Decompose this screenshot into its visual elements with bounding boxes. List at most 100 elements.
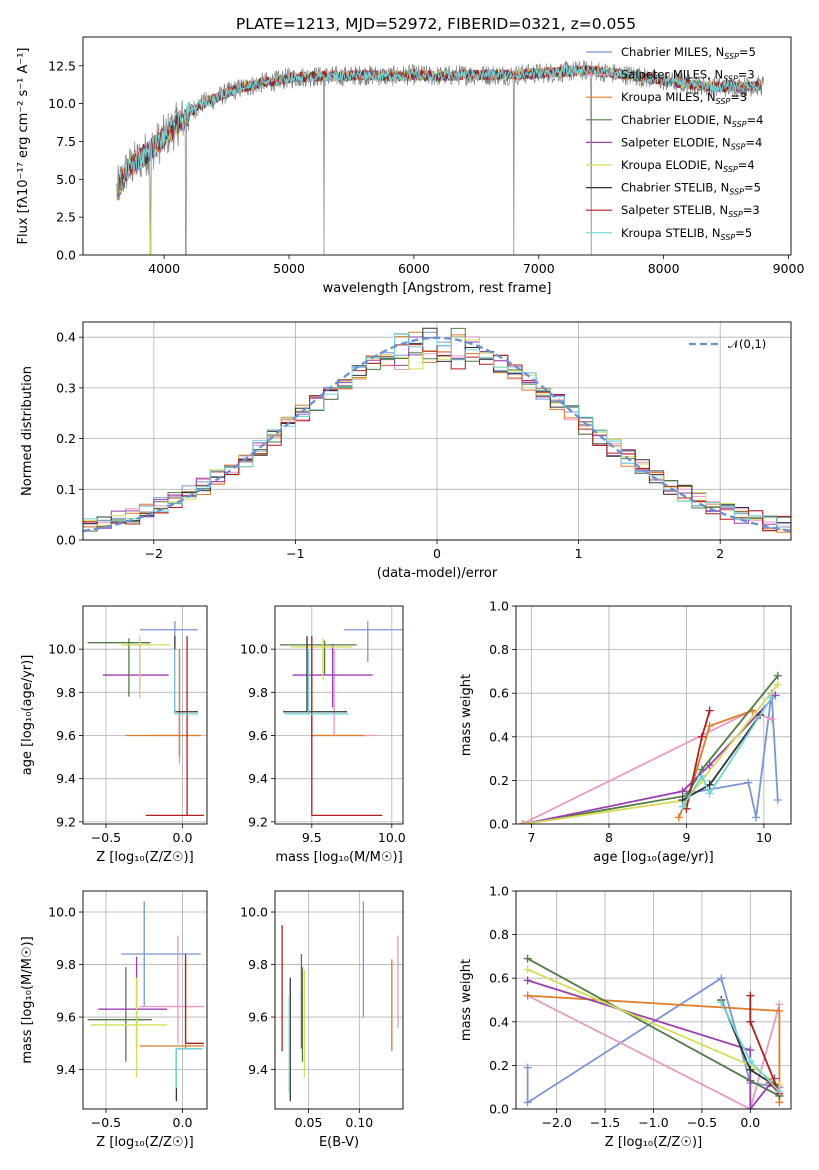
massweight-vs-age-panel: 7 8 9 10 0.0 0.2 0.4 0.6 0.8 1.0 age [log₁₀(age/yr… xyxy=(459,599,792,865)
error-bar-point xyxy=(174,636,198,713)
y-tick-label: 0.2 xyxy=(489,1058,509,1073)
x-tick-label: −1.5 xyxy=(590,1115,620,1130)
y-tick-label: 10.0 xyxy=(240,905,268,920)
x-tick-label: 0.0 xyxy=(173,1115,193,1130)
age-vs-Z-panel: −0.5 0.0 9.2 9.4 9.6 9.8 10.0 Z [log₁₀(Z/Z☉)] ag… xyxy=(20,605,208,865)
error-bar-point xyxy=(98,956,168,1049)
y-axis-label: mass weight xyxy=(459,674,474,756)
error-bar-point xyxy=(284,649,349,715)
y-tick-label: 0.6 xyxy=(489,971,509,986)
legend-entry: Salpeter ELODIE, NSSP=4 xyxy=(621,135,762,151)
y-tick-label: 9.4 xyxy=(56,771,76,786)
x-axis-label: E(B-V) xyxy=(319,1135,359,1150)
mass-weight-marker xyxy=(523,965,532,974)
legend-entry: Chabrier ELODIE, NSSP=4 xyxy=(621,113,763,129)
error-bar-point xyxy=(175,1047,203,1088)
age-vs-mass-panel: 9.5 10.0 9.2 9.4 9.6 9.8 10.0 mass [log₁₀(M/M☉)… xyxy=(240,605,406,865)
mass-weight-marker xyxy=(717,974,726,983)
error-bar-point xyxy=(102,644,169,697)
y-tick-label: 0.1 xyxy=(56,482,76,497)
x-tick-label: 4000 xyxy=(148,261,180,276)
legend-model-name: Chabrier STELIB, N xyxy=(621,181,729,195)
legend-nssp: =3 xyxy=(730,90,747,104)
mass-weight-marker xyxy=(746,1046,755,1055)
error-bar-point xyxy=(125,649,201,758)
x-tick-label: −0.5 xyxy=(687,1115,717,1130)
error-bar-point xyxy=(139,621,198,639)
y-tick-label: 9.4 xyxy=(56,1062,76,1077)
legend-subscript: SSP xyxy=(716,97,731,106)
y-tick-label: 0.8 xyxy=(489,642,509,657)
mass-weight-marker xyxy=(746,1017,755,1026)
y-tick-label: 9.8 xyxy=(248,957,268,972)
legend-nssp: =3 xyxy=(743,203,760,217)
error-bar-point xyxy=(175,1047,203,1102)
y-tick-label: 0.4 xyxy=(56,330,76,345)
grid-lines xyxy=(275,606,403,824)
legend-subscript: SSP xyxy=(728,210,743,219)
x-axis-label: mass [log₁₀(M/M☉)] xyxy=(275,850,402,865)
error-bar-point xyxy=(184,954,204,1044)
mass-weight-marker xyxy=(746,1105,755,1109)
y-tick-label: 9.6 xyxy=(248,728,268,743)
x-tick-label: 7000 xyxy=(523,261,555,276)
y-tick-label: 0.0 xyxy=(489,817,509,832)
mass-weight-marker xyxy=(746,991,755,1000)
x-tick-label: 0.05 xyxy=(295,1115,323,1130)
y-tick-label: 0.6 xyxy=(489,686,509,701)
error-bar-point xyxy=(343,621,403,663)
mass-weight-marker xyxy=(705,789,714,798)
x-axis-label: (data-model)/error xyxy=(377,566,498,581)
grid-lines xyxy=(83,891,207,1109)
x-tick-label: 10.0 xyxy=(378,830,406,845)
x-tick-label: 8 xyxy=(605,830,613,845)
x-tick-label: 5000 xyxy=(273,261,305,276)
x-tick-label: −1 xyxy=(286,546,304,561)
y-tick-label: 9.8 xyxy=(56,685,76,700)
mass-weight-marker xyxy=(705,721,714,730)
y-tick-label: 1.0 xyxy=(489,599,509,614)
axes-frame xyxy=(82,605,208,825)
plot-area xyxy=(518,671,782,824)
mass-weight-marker xyxy=(523,1063,532,1072)
x-tick-label: 0 xyxy=(433,546,441,561)
legend-subscript: SSP xyxy=(723,165,738,174)
legend-model-name: Kroupa STELIB, N xyxy=(621,226,721,240)
x-axis-label: wavelength [Angstrom, rest frame] xyxy=(323,281,552,296)
legend-nssp: =5 xyxy=(744,181,761,195)
y-axis-label: mass weight xyxy=(459,959,474,1041)
error-bar-point xyxy=(121,901,201,1007)
mass-weight-marker xyxy=(678,787,687,796)
legend-model-name: Kroupa ELODIE, N xyxy=(621,158,723,172)
legend-nssp: =4 xyxy=(747,113,764,127)
plot-area xyxy=(281,901,399,1102)
legend-entry: Salpeter MILES, NSSP=3 xyxy=(621,68,755,84)
y-tick-label: 9.2 xyxy=(56,814,76,829)
error-bar-point xyxy=(291,638,352,680)
mass-weight-line xyxy=(523,675,779,824)
axes-frame xyxy=(274,890,404,1110)
mass-vs-EBV-panel: 0.05 0.10 9.4 9.6 9.8 10.0 E(B-V) xyxy=(240,890,404,1150)
mass-weight-marker xyxy=(697,732,706,741)
x-tick-label: −1.0 xyxy=(638,1115,668,1130)
x-axis-label: Z [log₁₀(Z/Z☉)] xyxy=(96,1135,193,1150)
mass-weight-line xyxy=(527,994,781,1109)
massweight-vs-Z-panel: −2.0 −1.5 −1.0 −0.5 0.0 0.0 0.2 0.4 0.6 0.8 1.0 Z [… xyxy=(459,884,792,1150)
legend-nssp: =3 xyxy=(738,68,755,82)
x-axis-label: Z [log₁₀(Z/Z☉)] xyxy=(96,850,193,865)
mass-weight-line xyxy=(681,697,773,808)
y-tick-label: 9.8 xyxy=(56,957,76,972)
spectrum-panel: 4000 5000 6000 7000 8000 9000 0.0 2.5 5.0 7.5 10.0… xyxy=(16,36,804,296)
mass-weight-marker xyxy=(523,991,532,1000)
legend-subscript: SSP xyxy=(731,142,746,151)
axes-frame xyxy=(515,890,792,1110)
mass-weight-marker xyxy=(523,954,532,963)
x-tick-label: 8000 xyxy=(648,261,680,276)
mass-weight-marker xyxy=(523,1098,532,1107)
legend-entry: Kroupa STELIB, NSSP=5 xyxy=(621,226,752,242)
legend-subscript: SSP xyxy=(724,52,739,61)
y-tick-label: 9.6 xyxy=(56,1010,76,1025)
y-tick-label: 0.0 xyxy=(56,533,76,548)
mass-weight-marker xyxy=(674,813,683,822)
